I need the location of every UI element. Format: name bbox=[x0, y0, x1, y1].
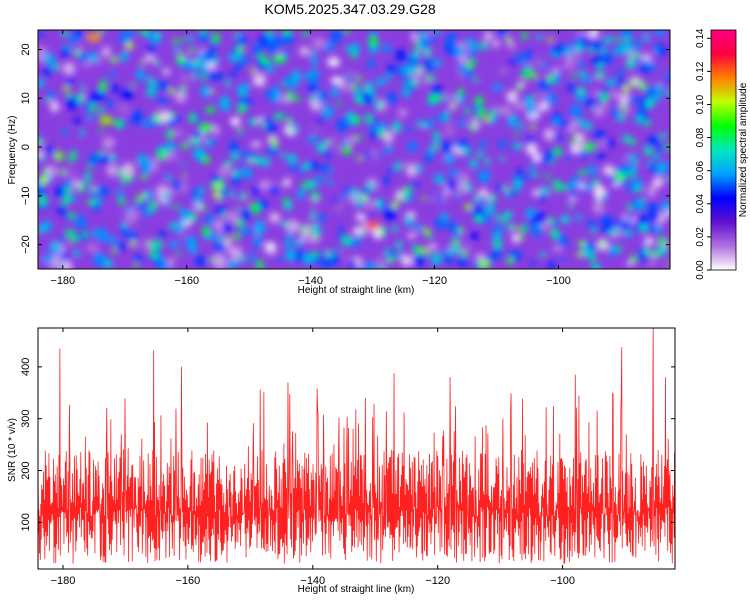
y-tick-label: −20 bbox=[20, 235, 32, 254]
spectrogram-peak bbox=[616, 173, 625, 179]
y-tick-label: −10 bbox=[20, 187, 32, 206]
spectrogram-peak bbox=[201, 124, 210, 131]
colorbar-tick-label: 0.06 bbox=[695, 161, 706, 181]
x-tick-label: −180 bbox=[50, 275, 75, 287]
spectrogram-peak bbox=[523, 71, 532, 77]
y-tick-label: 200 bbox=[20, 461, 32, 479]
y-tick-label: 100 bbox=[20, 513, 32, 531]
y-tick-label: 10 bbox=[20, 92, 32, 104]
colorbar-tick-label: 0.04 bbox=[695, 194, 706, 214]
spectrogram-peak bbox=[430, 95, 439, 101]
spectrogram-peak bbox=[151, 242, 160, 248]
spectrogram-peak bbox=[585, 144, 594, 150]
spectrogram-peak bbox=[102, 117, 111, 123]
x-tick-label: −120 bbox=[425, 575, 450, 587]
y-tick-label: 400 bbox=[20, 358, 32, 376]
snr-y-axis: 100 200 300 400 bbox=[20, 358, 675, 532]
spectrogram-xlabel: Height of straight line (km) bbox=[298, 285, 415, 296]
spectrogram-x-axis: −180 −160 −140 −120 −100 bbox=[50, 30, 571, 287]
spectrogram-heat-layer bbox=[38, 30, 670, 269]
snr-x-axis: −180 −160 −140 −120 −100 bbox=[51, 328, 575, 587]
chart-title: KOM5.2025.347.03.29.G28 bbox=[264, 1, 435, 17]
spectrogram-peak bbox=[480, 261, 489, 267]
spectrogram-peak bbox=[275, 56, 284, 62]
y-tick-label: 300 bbox=[20, 410, 32, 428]
spectrogram-peak bbox=[368, 222, 377, 228]
colorbar-tick-label: 0.12 bbox=[695, 61, 706, 81]
snr-panel: −180 −160 −140 −120 −100 100 200 300 400 Height… bbox=[7, 327, 676, 595]
spectrogram-y-axis: −20 −10 0 10 20 bbox=[20, 43, 670, 254]
x-tick-label: −100 bbox=[546, 275, 571, 287]
colorbar-tick-label: 0.02 bbox=[695, 227, 706, 247]
spectrogram-ylabel: Frequency (Hz) bbox=[7, 116, 18, 185]
colorbar-tick-label: 0.14 bbox=[695, 28, 706, 48]
x-tick-label: −180 bbox=[51, 575, 76, 587]
snr-frame bbox=[37, 327, 676, 570]
x-tick-label: −160 bbox=[175, 575, 200, 587]
x-tick-label: −160 bbox=[174, 275, 199, 287]
colorbar-gradient bbox=[710, 29, 737, 271]
colorbar-label: Normalized spectral amplitude bbox=[738, 82, 749, 217]
snr-series-line bbox=[38, 328, 675, 564]
x-tick-label: −140 bbox=[298, 275, 323, 287]
colorbar-tick-label: 0.00 bbox=[695, 260, 706, 280]
snr-ylabel: SNR (10 * v/v) bbox=[7, 418, 18, 482]
colorbar-tick-label: 0.08 bbox=[695, 127, 706, 147]
colorbar: 0.00 0.02 0.04 0.06 0.08 0.10 0.12 0.14 Normali… bbox=[695, 28, 749, 280]
x-tick-label: −100 bbox=[550, 575, 575, 587]
snr-xlabel: Height of straight line (km) bbox=[298, 584, 415, 595]
spectrogram-frame bbox=[37, 29, 671, 270]
x-tick-label: −140 bbox=[300, 575, 325, 587]
y-tick-label: 0 bbox=[20, 144, 32, 150]
y-tick-label: 20 bbox=[20, 43, 32, 55]
spectrogram-peak bbox=[213, 183, 222, 189]
x-tick-label: −120 bbox=[422, 275, 447, 287]
colorbar-tick-label: 0.10 bbox=[695, 94, 706, 114]
colorbar-ticks: 0.00 0.02 0.04 0.06 0.08 0.10 0.12 0.14 bbox=[695, 28, 711, 280]
spectrogram-peak bbox=[89, 34, 98, 40]
